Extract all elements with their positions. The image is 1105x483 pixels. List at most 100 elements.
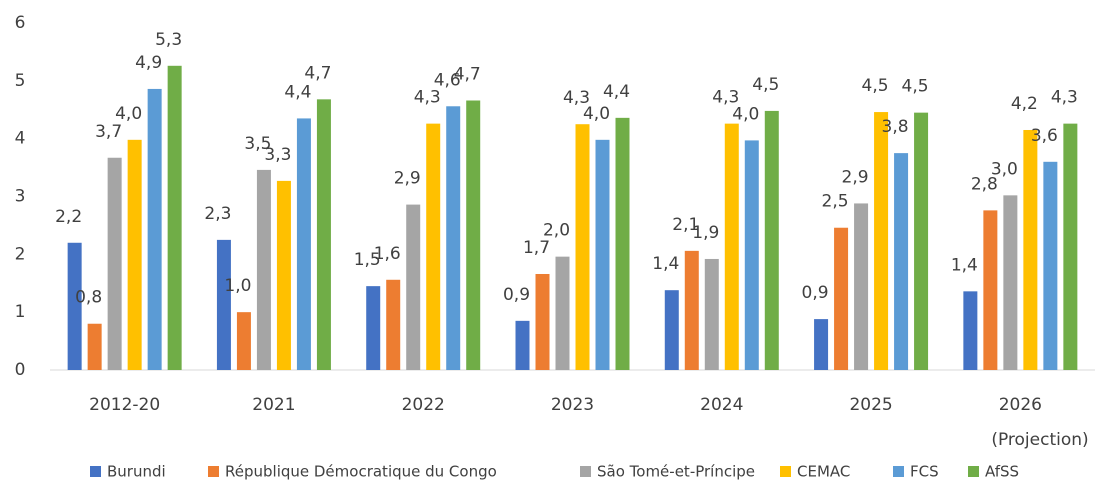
value-label: 3,8 <box>882 117 909 137</box>
value-label: 4,3 <box>414 88 441 108</box>
x-tick-label: 2026 <box>999 395 1042 415</box>
x-tick-label: 2025 <box>849 395 892 415</box>
bar <box>1043 161 1058 370</box>
bar <box>764 110 779 370</box>
value-label: 0,9 <box>503 285 530 305</box>
value-label: 4,5 <box>902 77 929 97</box>
value-label: 4,3 <box>1051 88 1078 108</box>
legend-swatch <box>968 466 979 477</box>
bar <box>256 169 271 370</box>
bar <box>167 65 182 371</box>
bar <box>107 157 122 370</box>
value-label: 4,6 <box>434 70 461 90</box>
legend-swatch <box>208 466 219 477</box>
value-label: 1,4 <box>951 255 978 275</box>
bar <box>386 279 401 370</box>
x-tick-label: 2012-20 <box>89 395 160 415</box>
value-label: 1,6 <box>374 244 401 264</box>
y-tick-label: 2 <box>15 244 26 264</box>
value-label: 4,4 <box>284 82 311 102</box>
y-tick-label: 0 <box>15 360 26 380</box>
legend-label: AfSS <box>985 463 1019 481</box>
bar <box>1003 195 1018 370</box>
x-tick-label: 2023 <box>551 395 594 415</box>
bar <box>316 99 331 370</box>
value-label: 1,9 <box>692 223 719 243</box>
legend-label: São Tomé-et-Príncipe <box>597 463 755 481</box>
value-label: 4,7 <box>304 63 331 83</box>
bar <box>664 290 679 370</box>
legend-label: CEMAC <box>797 463 850 481</box>
value-label: 2,1 <box>672 215 699 235</box>
y-tick-label: 6 <box>15 13 26 33</box>
bar <box>983 210 998 370</box>
y-tick-label: 4 <box>15 129 26 149</box>
bar <box>555 256 570 370</box>
value-label: 4,5 <box>862 76 889 96</box>
bar <box>426 123 441 370</box>
legend-swatch <box>780 466 791 477</box>
bar <box>914 112 929 371</box>
value-label: 2,2 <box>55 207 82 227</box>
bar <box>87 323 102 370</box>
legend-swatch <box>580 466 591 477</box>
bar <box>446 106 461 370</box>
x-tick-label: 2024 <box>700 395 743 415</box>
bar <box>276 180 291 370</box>
bar <box>1063 123 1078 370</box>
bar <box>595 139 610 370</box>
legend-swatch <box>90 466 101 477</box>
bar <box>963 291 978 370</box>
bar <box>684 250 699 370</box>
value-label: 2,0 <box>543 221 570 241</box>
value-label: 3,6 <box>1031 126 1058 146</box>
legend-label: République Démocratique du Congo <box>225 463 497 481</box>
bar <box>874 112 889 371</box>
y-tick-label: 3 <box>15 187 26 207</box>
value-label: 1,7 <box>523 238 550 258</box>
bar <box>894 153 909 370</box>
bar <box>296 118 311 370</box>
value-label: 2,9 <box>842 167 869 187</box>
value-label: 0,9 <box>802 283 829 303</box>
bar <box>535 273 550 370</box>
value-label: 4,0 <box>583 104 610 124</box>
value-label: 2,9 <box>394 169 421 189</box>
legend-swatch <box>893 466 904 477</box>
bar <box>67 242 82 370</box>
value-label: 1,0 <box>224 276 251 296</box>
value-label: 3,3 <box>264 145 291 165</box>
y-tick-label: 1 <box>15 302 26 322</box>
bar <box>854 203 869 370</box>
bar <box>814 319 829 370</box>
value-label: 4,4 <box>603 82 630 102</box>
bar <box>1023 129 1038 370</box>
bar <box>466 100 481 370</box>
bar <box>147 88 162 371</box>
value-label: 4,0 <box>732 104 759 124</box>
bar <box>704 258 719 370</box>
value-label: 0,8 <box>75 288 102 308</box>
bar <box>515 320 530 370</box>
value-label: 2,5 <box>822 192 849 212</box>
value-label: 4,5 <box>752 75 779 95</box>
value-label: 5,3 <box>155 30 182 50</box>
x-tick-label: 2022 <box>402 395 445 415</box>
bar <box>834 227 849 370</box>
value-label: 4,9 <box>135 53 162 73</box>
value-label: 4,7 <box>454 64 481 84</box>
value-label: 3,7 <box>95 122 122 142</box>
bar <box>724 123 739 370</box>
y-tick-label: 5 <box>15 71 26 91</box>
bar <box>127 139 142 370</box>
value-label: 1,5 <box>354 250 381 270</box>
bar <box>366 286 381 370</box>
legend-label: FCS <box>910 463 939 481</box>
value-label: 1,4 <box>652 254 679 274</box>
value-label: 4,0 <box>115 104 142 124</box>
bar <box>575 124 590 370</box>
bar <box>744 140 759 370</box>
value-label: 4,3 <box>563 88 590 108</box>
bar <box>615 117 630 370</box>
